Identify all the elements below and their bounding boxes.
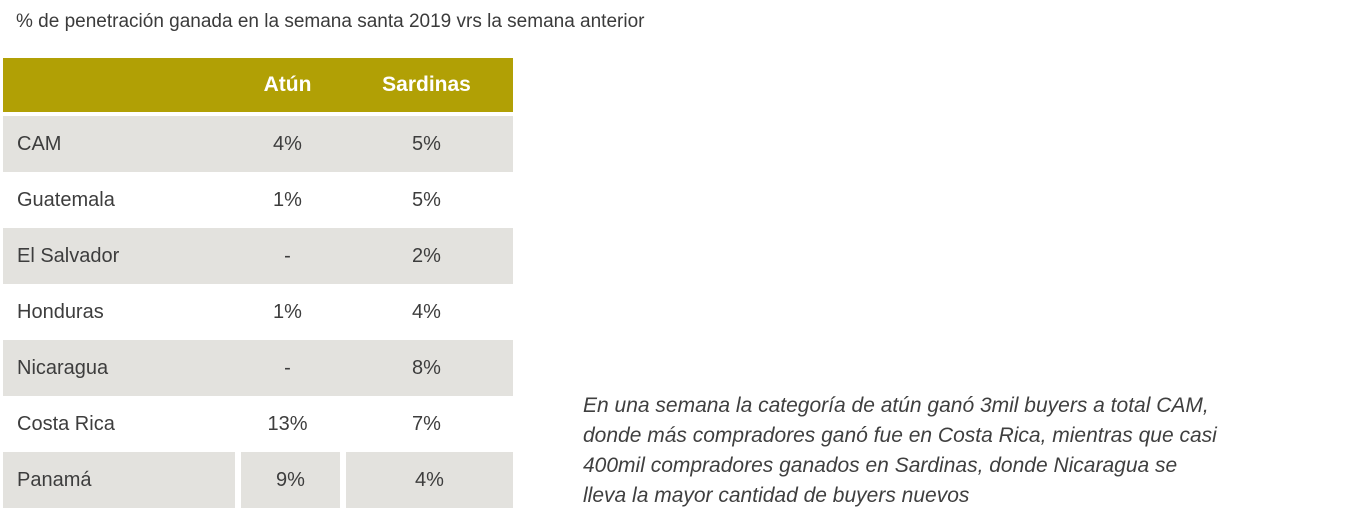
annotation-line: donde más compradores ganó fue en Costa …	[583, 424, 1217, 447]
table-header-row: Atún Sardinas	[3, 58, 513, 112]
cell-atun: 13%	[267, 412, 308, 435]
table-row-nicaragua: Nicaragua - 8%	[3, 340, 513, 396]
annotation-text: En una semana la categoría de atún ganó …	[583, 391, 1353, 511]
row-label: Panamá	[17, 468, 92, 491]
row-label: Honduras	[17, 300, 104, 323]
cell-atun: 9%	[235, 452, 340, 508]
cell-atun: 4%	[273, 132, 302, 155]
cell-sardinas: 8%	[412, 356, 441, 379]
cell-atun: -	[284, 356, 291, 379]
table-row-panama: Panamá 9% 4%	[3, 452, 513, 508]
table-row-guatemala: Guatemala 1% 5%	[3, 172, 513, 228]
cell-sardinas: 2%	[412, 244, 441, 267]
column-header-sardinas: Sardinas	[382, 73, 471, 96]
table-row-costa-rica: Costa Rica 13% 7%	[3, 396, 513, 452]
cell-atun: -	[284, 244, 291, 267]
row-label: Costa Rica	[17, 412, 115, 435]
column-header-atun: Atún	[263, 73, 312, 96]
table-row-honduras: Honduras 1% 4%	[3, 284, 513, 340]
annotation-line: lleva la mayor cantidad de buyers nuevos	[583, 484, 970, 507]
row-label: Nicaragua	[17, 356, 109, 379]
penetration-table: Atún Sardinas CAM 4% 5% Guatemala 1% 5% …	[3, 58, 513, 508]
row-label: Guatemala	[17, 188, 115, 211]
cell-sardinas: 5%	[412, 132, 441, 155]
row-label: El Salvador	[17, 244, 120, 267]
cell-sardinas: 7%	[412, 412, 441, 435]
cell-atun: 1%	[273, 300, 302, 323]
table-row-cam: CAM 4% 5%	[3, 116, 513, 172]
page-title: % de penetración ganada en la semana san…	[16, 11, 645, 32]
table-row-el-salvador: El Salvador - 2%	[3, 228, 513, 284]
cell-sardinas: 4%	[340, 452, 513, 508]
annotation-line: 400mil compradores ganados en Sardinas, …	[583, 454, 1178, 477]
annotation-line: En una semana la categoría de atún ganó …	[583, 394, 1209, 417]
cell-atun: 1%	[273, 188, 302, 211]
cell-sardinas: 4%	[412, 300, 441, 323]
cell-sardinas: 5%	[412, 188, 441, 211]
row-label: CAM	[17, 132, 62, 155]
